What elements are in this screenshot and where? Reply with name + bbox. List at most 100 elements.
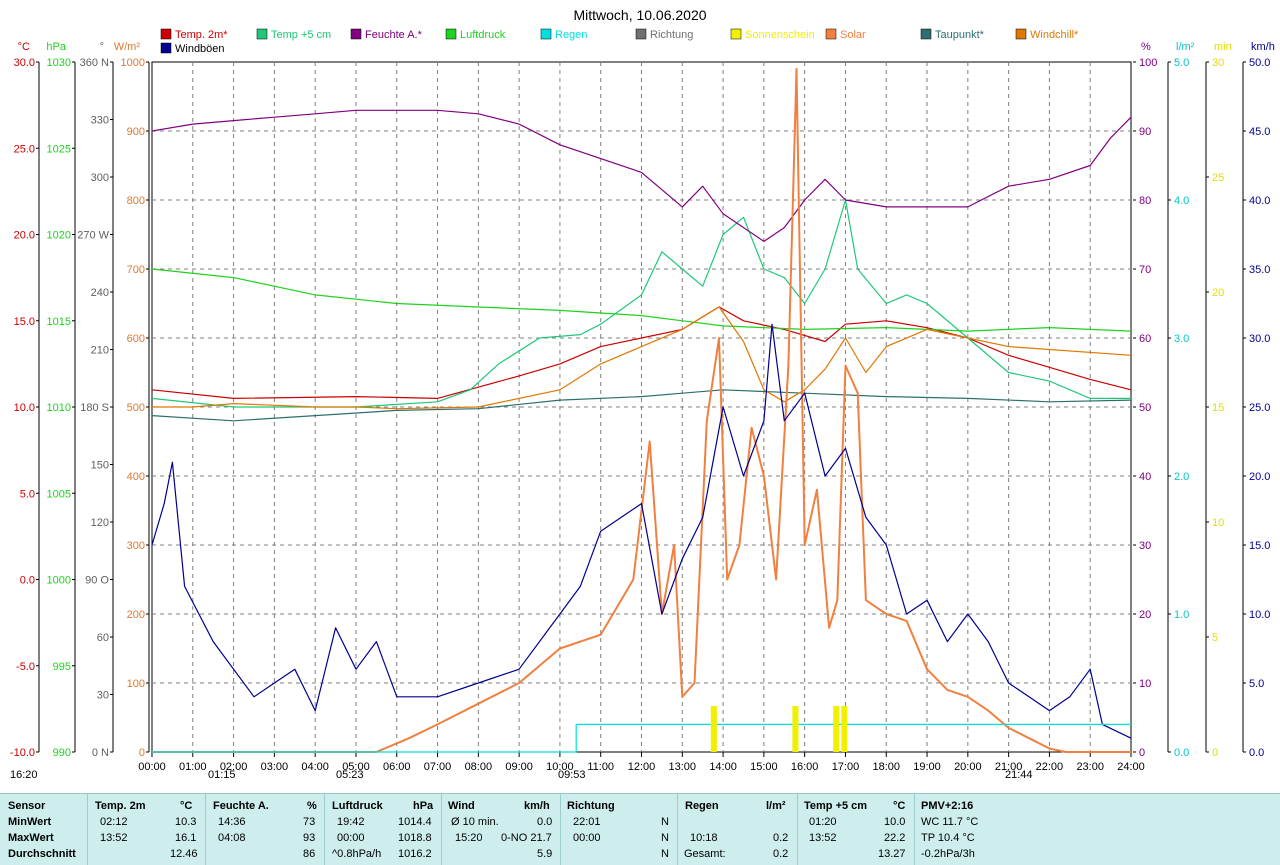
series-line-regen — [152, 723, 1131, 753]
left-axis-tick-label: 0.0 — [20, 575, 35, 587]
series-line-solar — [152, 67, 1131, 753]
feuchte-avg-value: 86 — [303, 848, 316, 860]
legend-swatch — [256, 28, 268, 40]
left-axis-tick-label: 240 — [91, 287, 109, 299]
chart-legend: Temp. 2m* Temp +5 cm Feuchte A.* Luftdruck R… — [160, 28, 1079, 55]
x-tick-label: 24:00 — [1117, 761, 1145, 773]
legend-swatch — [445, 28, 457, 40]
right-axis-tick-label: 30.0 — [1249, 333, 1270, 345]
x-tick-label: 13:00 — [669, 761, 697, 773]
legend-swatch — [160, 42, 172, 54]
wind-header: Wind — [448, 800, 475, 812]
legend-label: Windchill* — [1030, 29, 1079, 41]
right-axis-tick-label: 20 — [1212, 287, 1224, 299]
series-line-luftdruck — [151, 268, 1132, 332]
right-axis-tick-label: 50 — [1139, 402, 1151, 414]
legend-label: Temp. 2m* — [175, 29, 228, 41]
left-axis-tick-label: 30 — [97, 690, 109, 702]
x-tick-label: 06:00 — [383, 761, 411, 773]
time-marker-label: 09:53 — [558, 769, 586, 781]
right-axis-tick-label: 0 — [1139, 747, 1145, 759]
stats-avg-label: Durchschnitt — [8, 848, 76, 860]
pmv-header: PMV+2:16 — [921, 800, 974, 812]
left-axis-tick-label: 30.0 — [14, 57, 35, 69]
druck-min-value: 1014.4 — [398, 816, 432, 828]
legend-label: Regen — [555, 29, 587, 41]
wind-max-value: 0-NO 21.7 — [501, 832, 552, 844]
druck-header: Luftdruck — [332, 800, 383, 812]
series-line-taupunkt- — [151, 389, 1132, 422]
left-axis-tick-label: 150 — [91, 460, 109, 472]
right-axis-tick-label: 60 — [1139, 333, 1151, 345]
right-axis-tick-label: 30 — [1139, 540, 1151, 552]
right-axis-tick-label: 80 — [1139, 195, 1151, 207]
x-tick-label: 04:00 — [301, 761, 329, 773]
left-axis-tick-label: 100 — [127, 678, 145, 690]
right-axis-tick-label: 35.0 — [1249, 264, 1270, 276]
left-axis-unit: ° — [100, 41, 104, 53]
weather-chart: Mittwoch, 10.06.2020 00:00 01:00 02:00 03:0… — [10, 7, 1275, 781]
legend-label: Richtung — [650, 29, 693, 41]
series-line-feuchte-a- — [151, 109, 1132, 242]
richtung-min-time: 22:01 — [573, 816, 601, 828]
wind-unit: km/h — [524, 800, 550, 812]
left-axis-tick-label: 20.0 — [14, 230, 35, 242]
druck-trend: ^0.8hPa/h — [332, 848, 382, 860]
x-tick-label: 05:00 — [342, 761, 370, 773]
statistics-panel: Sensor MinWert MaxWert Durchschnitt Temp… — [0, 793, 1280, 865]
x-tick-label: 23:00 — [1076, 761, 1104, 773]
right-axis-tick-label: 0 — [1212, 747, 1218, 759]
temp5-min-time: 01:20 — [809, 816, 837, 828]
right-axis-tick-label: 45.0 — [1249, 126, 1270, 138]
left-axis-tick-label: 600 — [127, 333, 145, 345]
regen-unit: l/m² — [766, 800, 786, 812]
wind-avg10-label: Ø 10 min. — [451, 816, 499, 828]
left-axis-tick-label: 5.0 — [20, 488, 35, 500]
right-axis-tick-label: 100 — [1139, 57, 1157, 69]
left-axis-tick-label: 1015 — [47, 316, 71, 328]
x-tick-label: 03:00 — [261, 761, 289, 773]
right-axis-tick-label: 0.0 — [1249, 747, 1264, 759]
left-axis-tick-label: 10.0 — [14, 402, 35, 414]
temp5-max-time: 13:52 — [809, 832, 837, 844]
legend-label: Luftdruck — [460, 29, 506, 41]
series-line-windb-en — [151, 323, 1132, 739]
feuchte-min-value: 73 — [303, 816, 316, 828]
left-axis-tick-label: 800 — [127, 195, 145, 207]
legend-label: Taupunkt* — [935, 29, 985, 41]
left-axis-tick-label: 270 W — [77, 230, 109, 242]
sunshine-bar — [710, 706, 717, 752]
left-axis-tick-label: 15.0 — [14, 316, 35, 328]
regen-total-value: 0.2 — [773, 848, 789, 860]
legend-label: Sonnenschein — [745, 29, 815, 41]
feuchte-max-value: 93 — [303, 832, 316, 844]
x-tick-label: 17:00 — [832, 761, 860, 773]
temp5-min-value: 10.0 — [884, 816, 906, 828]
left-axis-unit: hPa — [46, 41, 66, 53]
x-tick-label: 08:00 — [465, 761, 493, 773]
temp5-max-value: 22.2 — [884, 832, 906, 844]
left-axis-tick-label: 0 N — [92, 747, 109, 759]
legend-label: Feuchte A.* — [365, 29, 423, 41]
x-tick-label: 22:00 — [1036, 761, 1064, 773]
legend-swatch — [730, 28, 742, 40]
series-line-temp-2m- — [151, 306, 1132, 399]
legend-swatch — [825, 28, 837, 40]
series-line-windchill- — [152, 306, 1132, 410]
temp-min-time: 02:12 — [100, 816, 128, 828]
richtung-min-value: N — [661, 816, 669, 828]
left-axis-tick-label: 360 N — [80, 57, 109, 69]
left-axis-tick-label: 60 — [97, 632, 109, 644]
temp5-avg-value: 13.27 — [878, 848, 906, 860]
stats-min-label: MinWert — [8, 816, 52, 828]
chart-series — [151, 67, 1132, 753]
right-axis-unit: l/m² — [1176, 41, 1195, 53]
druck-avg-value: 1016.2 — [398, 848, 432, 860]
temp-avg-value: 12.46 — [170, 848, 198, 860]
temp-max-value: 16.1 — [175, 832, 197, 844]
right-axis-tick-label: 2.0 — [1174, 471, 1189, 483]
temp5-unit: °C — [893, 800, 906, 812]
pmv-trend: -0.2hPa/3h — [921, 848, 975, 860]
left-axis-tick-label: 330 — [91, 115, 109, 127]
left-axis-tick-label: 900 — [127, 126, 145, 138]
